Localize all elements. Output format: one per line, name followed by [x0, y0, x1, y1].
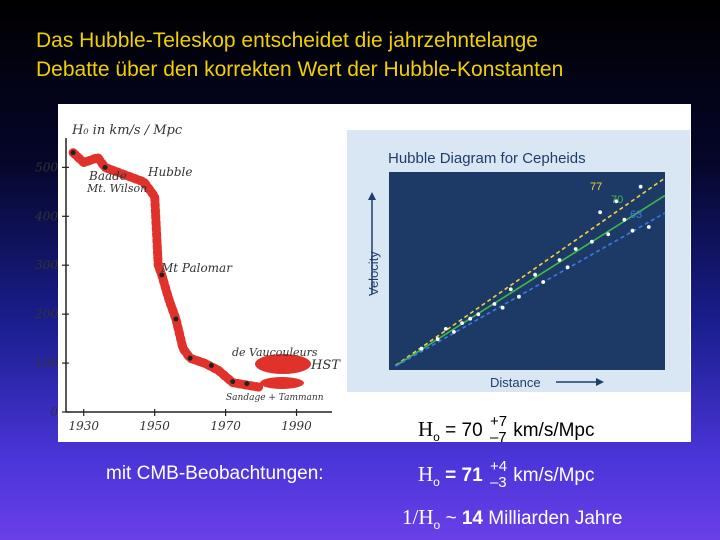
plot-area — [389, 172, 665, 370]
data-point — [460, 321, 464, 325]
left-marker — [244, 381, 250, 387]
left-marker — [159, 272, 165, 278]
left-xtick-label: 1950 — [139, 419, 170, 433]
data-point — [508, 287, 513, 292]
data-point — [517, 294, 521, 299]
distance-arrowhead — [596, 378, 604, 386]
left-marker — [102, 164, 108, 170]
h0-history-curve — [68, 148, 266, 392]
annot-mt-wilson: Mt. Wilson — [86, 182, 147, 195]
left-xtick-label: 1930 — [68, 419, 99, 433]
data-point — [646, 225, 651, 229]
left-xtick-label: 1970 — [210, 419, 241, 433]
fit-label-70: 70 — [611, 194, 623, 206]
cmb-unit: km/s/Mpc — [513, 465, 595, 486]
data-point — [443, 327, 448, 331]
data-point — [614, 199, 619, 204]
formula-age: 1/Ho ~ 14 Milliarden Jahre — [402, 505, 623, 532]
left-ytick-label: 500 — [35, 160, 58, 174]
fit-line-63 — [395, 212, 666, 367]
hst-blob-lower — [260, 377, 304, 389]
left-plot: H₀ in km/s / Mpc 500 400 300 200 100 0 1930 19… — [34, 123, 341, 433]
annot-baade: Baade — [88, 169, 127, 183]
age-unit: Milliarden Jahre — [488, 508, 623, 529]
left-ytick-label: 400 — [34, 209, 58, 223]
h0-value: = 70 — [445, 420, 483, 441]
data-point — [500, 305, 505, 310]
data-point — [468, 316, 473, 321]
left-ytick-label: 100 — [35, 356, 58, 370]
data-point — [638, 184, 643, 189]
data-point — [606, 232, 611, 237]
fit-label-77: 77 — [590, 181, 602, 193]
formula-measured: Ho = 70 +7 –7 km/s/Mpc — [418, 413, 595, 446]
annot-de-vaucouleurs: de Vaucouleurs — [232, 346, 318, 359]
fit-line-70 — [395, 194, 666, 367]
data-point — [557, 258, 562, 262]
data-point — [590, 239, 594, 244]
fit-label-63: 63 — [630, 209, 642, 221]
h0-plus: +7 — [489, 412, 508, 430]
data-point — [630, 228, 635, 233]
fit-line-77 — [395, 177, 666, 367]
xlabel-distance: Distance — [490, 375, 541, 390]
annot-hubble: Hubble — [147, 165, 193, 179]
hst-blob — [255, 354, 311, 374]
age-prefix: 1/H — [402, 505, 434, 529]
age-approx: ~ — [445, 508, 457, 529]
left-ytick-label: 200 — [34, 307, 58, 321]
data-point — [565, 265, 570, 270]
data-point — [492, 302, 497, 306]
age-subscript: o — [433, 518, 441, 532]
left-marker — [70, 150, 76, 156]
velocity-arrowhead — [368, 192, 376, 200]
data-point — [476, 312, 481, 317]
left-ytick-label: 0 — [50, 405, 58, 419]
data-point — [622, 217, 627, 222]
title-line-2: Debatte über den korrekten Wert der Hubb… — [36, 58, 564, 81]
annot-mt-palomar: Mt Palomar — [160, 261, 233, 275]
right-plot: Hubble Diagram for Cepheids 77 70 63 Veloc… — [347, 130, 690, 392]
left-ytick-label: 300 — [35, 258, 58, 272]
data-point — [598, 210, 602, 215]
data-point — [573, 247, 578, 251]
annot-sandage-tammann: Sandage + Tammann — [226, 393, 324, 403]
left-marker — [187, 355, 193, 361]
cmb-minus: –3 — [489, 473, 507, 491]
left-marker — [173, 316, 179, 322]
data-point — [533, 272, 537, 277]
left-marker — [230, 379, 236, 385]
cmb-h0-symbol: H — [418, 462, 434, 486]
cmb-uncertainty: +4 –3 — [488, 458, 508, 491]
annot-hst: HST — [310, 358, 341, 373]
h0-symbol: H — [418, 417, 434, 441]
data-point — [419, 346, 424, 351]
cmb-h0-value: = 71 — [445, 465, 483, 486]
data-point — [541, 280, 546, 284]
left-ylabel: H₀ in km/s / Mpc — [71, 123, 183, 138]
h0-uncertainty: +7 –7 — [488, 413, 508, 446]
data-point — [452, 330, 456, 334]
cmb-h0-subscript: o — [433, 475, 440, 489]
h0-minus: –7 — [489, 428, 507, 446]
cmb-plus: +4 — [489, 457, 508, 475]
left-marker — [208, 363, 214, 369]
age-value: 14 — [461, 508, 483, 529]
title-line-1: Das Hubble-Teleskop entscheidet die jahr… — [36, 29, 538, 52]
left-xtick-label: 1990 — [281, 419, 312, 433]
slide-title: Das Hubble-Teleskop entscheidet die jahr… — [36, 26, 696, 84]
chart-title: Hubble Diagram for Cepheids — [388, 150, 586, 167]
h0-subscript: o — [433, 430, 440, 444]
ylabel-velocity: Velocity — [366, 251, 381, 296]
formula-cmb: Ho = 71 +4 –3 km/s/Mpc — [418, 458, 595, 491]
cmb-label: mit CMB-Beobachtungen: — [106, 463, 324, 484]
data-point — [435, 337, 440, 342]
h0-unit: km/s/Mpc — [513, 420, 595, 441]
